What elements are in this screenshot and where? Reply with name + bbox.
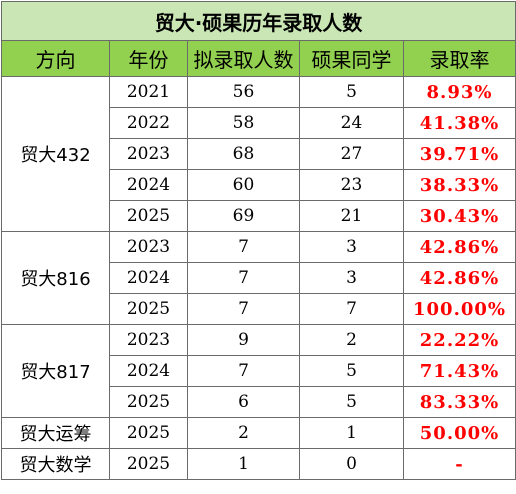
header-row: 方向 年份 拟录取人数 硕果同学 录取率 <box>1 40 516 77</box>
direction-cell: 贸大数学 <box>1 448 110 480</box>
direction-cell: 贸大816 <box>1 231 110 325</box>
students-cell: 27 <box>299 138 404 170</box>
rate-cell: 42.86% <box>402 262 516 294</box>
table-row: 贸大816 2023 7 3 42.86% <box>1 231 516 325</box>
admitted-cell: 7 <box>187 355 300 387</box>
students-cell: 7 <box>299 293 404 325</box>
table-row: 贸大432 2021 56 5 8.93% <box>1 76 516 232</box>
admitted-cell: 6 <box>187 386 300 418</box>
admitted-cell: 58 <box>187 107 300 139</box>
admitted-cell: 69 <box>187 200 300 232</box>
students-cell: 23 <box>299 169 404 201</box>
year-cell: 2025 <box>109 417 188 449</box>
students-cell: 21 <box>299 200 404 232</box>
rate-cell: 42.86% <box>402 231 516 263</box>
year-cell: 2024 <box>109 355 188 387</box>
table-title: 贸大·硕果历年录取人数 <box>0 1 516 41</box>
table-row: 2025 69 21 30.43% <box>2 200 516 232</box>
admitted-cell: 60 <box>187 169 300 201</box>
students-cell: 1 <box>299 417 404 449</box>
direction-cell: 贸大运筹 <box>1 417 110 449</box>
students-cell: 24 <box>299 107 404 139</box>
direction-cell: 贸大817 <box>1 324 110 418</box>
table-row: 2024 60 23 38.33% <box>2 169 516 201</box>
table-row: 2024 7 3 42.86% <box>2 262 516 294</box>
year-cell: 2023 <box>109 231 188 263</box>
year-cell: 2024 <box>109 262 188 294</box>
year-cell: 2023 <box>109 138 188 170</box>
admitted-cell: 7 <box>187 231 300 263</box>
year-cell: 2025 <box>109 293 188 325</box>
direction-cell: 贸大432 <box>1 76 110 232</box>
students-cell: 3 <box>299 231 404 263</box>
header-admitted: 拟录取人数 <box>187 40 300 77</box>
rate-cell: 38.33% <box>402 169 516 201</box>
header-students: 硕果同学 <box>299 40 404 77</box>
table-row: 贸大数学 2025 1 0- <box>1 448 516 480</box>
table-row: 贸大817 2023 9 2 22.22% <box>1 324 516 418</box>
admitted-cell: 9 <box>187 324 300 356</box>
table-row: 贸大运筹 2025 2 1 50.00% <box>1 417 516 449</box>
table-row: 2025 6 5 83.33% <box>2 386 516 418</box>
admitted-cell: 7 <box>187 293 300 325</box>
year-cell: 2022 <box>109 107 188 139</box>
admission-table: 贸大·硕果历年录取人数 方向 年份 拟录取人数 硕果同学 录取率 贸大432 20… <box>0 1 516 480</box>
year-cell: 2025 <box>109 448 188 480</box>
title-row: 贸大·硕果历年录取人数 <box>0 1 516 41</box>
rate-cell: 83.33% <box>402 386 516 418</box>
admitted-cell: 56 <box>187 76 300 108</box>
year-cell: 2024 <box>109 169 188 201</box>
year-cell: 2025 <box>109 386 188 418</box>
rate-cell: 41.38% <box>402 107 516 139</box>
rate-cell: - <box>402 448 516 480</box>
year-cell: 2023 <box>109 324 188 356</box>
rate-cell: 30.43% <box>402 200 516 232</box>
header-rate: 录取率 <box>402 40 516 77</box>
table-row: 2023 68 27 39.71% <box>2 138 516 170</box>
students-cell: 5 <box>299 386 404 418</box>
year-cell: 2021 <box>109 76 188 108</box>
rate-cell: 22.22% <box>402 324 516 356</box>
students-cell: 5 <box>299 76 404 108</box>
table-row: 2024 7 5 71.43% <box>2 355 516 387</box>
admitted-cell: 2 <box>187 417 300 449</box>
table-row: 2025 7 7 100.00% <box>2 293 516 325</box>
rate-cell: 71.43% <box>402 355 516 387</box>
header-direction: 方向 <box>1 40 110 77</box>
students-cell: 5 <box>299 355 404 387</box>
admitted-cell: 68 <box>187 138 300 170</box>
rate-cell: 100.00% <box>402 293 516 325</box>
rate-cell: 39.71% <box>402 138 516 170</box>
students-cell: 3 <box>299 262 404 294</box>
admitted-cell: 7 <box>187 262 300 294</box>
rate-cell: 50.00% <box>402 417 516 449</box>
table-row: 2022 58 24 41.38% <box>2 107 516 139</box>
header-year: 年份 <box>109 40 188 77</box>
rate-cell: 8.93% <box>402 76 516 108</box>
year-cell: 2025 <box>109 200 188 232</box>
students-cell: 0 <box>299 448 404 480</box>
admitted-cell: 1 <box>187 448 300 480</box>
students-cell: 2 <box>299 324 404 356</box>
